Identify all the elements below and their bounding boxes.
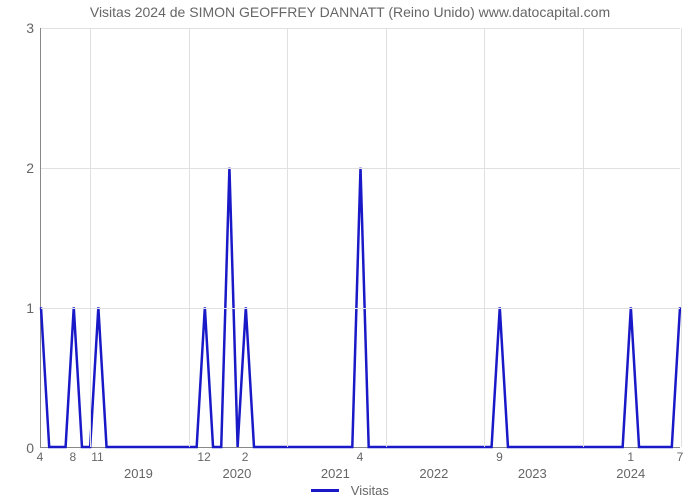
chart-title: Visitas 2024 de SIMON GEOFFREY DANNATT (… xyxy=(0,4,700,20)
x-tick-year: 2024 xyxy=(616,466,645,481)
legend: Visitas xyxy=(0,482,700,498)
x-tick-month: 2 xyxy=(242,450,249,464)
legend-swatch xyxy=(311,489,339,492)
x-tick-month: 4 xyxy=(357,450,364,464)
hgrid-line xyxy=(41,28,680,29)
vgrid-line xyxy=(386,28,387,447)
x-tick-month: 9 xyxy=(496,450,503,464)
x-tick-month: 4 xyxy=(37,450,44,464)
y-tick-label: 2 xyxy=(6,160,34,176)
x-tick-year: 2019 xyxy=(124,466,153,481)
x-tick-month: 1 xyxy=(627,450,634,464)
line-series xyxy=(41,28,680,447)
x-tick-year: 2020 xyxy=(222,466,251,481)
hgrid-line xyxy=(41,168,680,169)
x-tick-year: 2022 xyxy=(419,466,448,481)
x-tick-month: 12 xyxy=(197,450,210,464)
y-tick-label: 0 xyxy=(6,440,34,456)
y-tick-label: 1 xyxy=(6,300,34,316)
vgrid-line xyxy=(189,28,190,447)
hgrid-line xyxy=(41,308,680,309)
chart-container: Visitas 2024 de SIMON GEOFFREY DANNATT (… xyxy=(0,0,700,500)
vgrid-line xyxy=(681,28,682,447)
y-tick-label: 3 xyxy=(6,20,34,36)
x-tick-year: 2023 xyxy=(518,466,547,481)
x-tick-month: 11 xyxy=(91,450,103,464)
plot-area xyxy=(40,28,680,448)
vgrid-line xyxy=(90,28,91,447)
vgrid-line xyxy=(484,28,485,447)
legend-label: Visitas xyxy=(351,483,389,498)
x-tick-month: 8 xyxy=(69,450,76,464)
x-tick-month: 7 xyxy=(677,450,684,464)
x-tick-year: 2021 xyxy=(321,466,350,481)
vgrid-line xyxy=(583,28,584,447)
vgrid-line xyxy=(287,28,288,447)
